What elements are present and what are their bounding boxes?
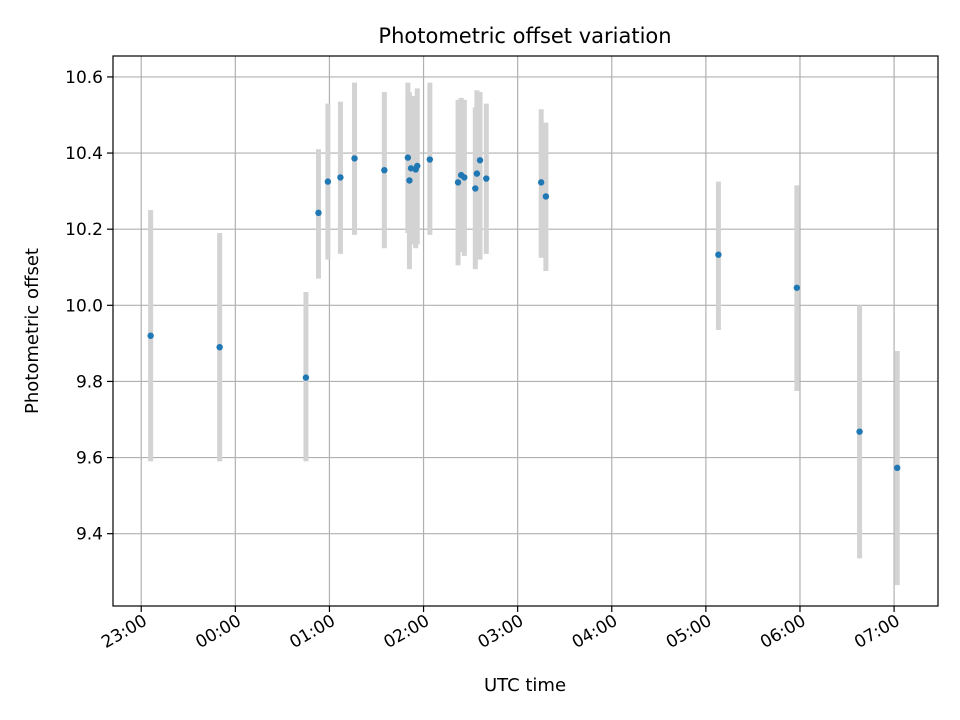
data-point	[483, 175, 490, 182]
y-tick-label: 10.4	[65, 144, 103, 164]
y-tick-label: 10.0	[65, 296, 103, 316]
data-point	[324, 178, 332, 185]
data-point	[216, 343, 223, 351]
y-tick-label: 9.6	[76, 449, 103, 469]
data-point	[404, 154, 412, 161]
data-point	[454, 179, 462, 186]
y-axis-ticks: 9.4 9.6 9.8 10.0 10.2 10.4 10.6	[65, 68, 113, 545]
data-point	[426, 156, 434, 163]
data-point	[537, 179, 545, 186]
y-axis-label: Photometric offset	[22, 248, 43, 414]
data-point	[715, 251, 722, 258]
data-point	[351, 155, 358, 162]
data-point	[542, 193, 550, 200]
data-point	[473, 170, 481, 177]
data-point	[856, 428, 863, 435]
data-point	[337, 174, 344, 181]
y-tick-label: 10.6	[65, 68, 103, 88]
y-tick-label: 9.4	[76, 525, 103, 545]
data-point	[302, 374, 310, 381]
plot-frame	[112, 55, 939, 607]
data-point	[476, 157, 484, 164]
data-point	[406, 177, 413, 184]
x-axis-label: UTC time	[484, 675, 566, 696]
data-point	[461, 174, 468, 181]
data-point	[381, 166, 388, 174]
chart-title: Photometric offset variation	[378, 24, 671, 48]
data-point	[472, 185, 479, 192]
data-point	[894, 464, 901, 472]
data-point	[147, 332, 154, 339]
data-point	[315, 209, 322, 217]
y-tick-label: 9.8	[76, 372, 103, 392]
y-tick-label: 10.2	[65, 220, 103, 240]
data-points	[147, 154, 901, 472]
data-point	[414, 162, 421, 170]
data-point	[793, 284, 801, 291]
